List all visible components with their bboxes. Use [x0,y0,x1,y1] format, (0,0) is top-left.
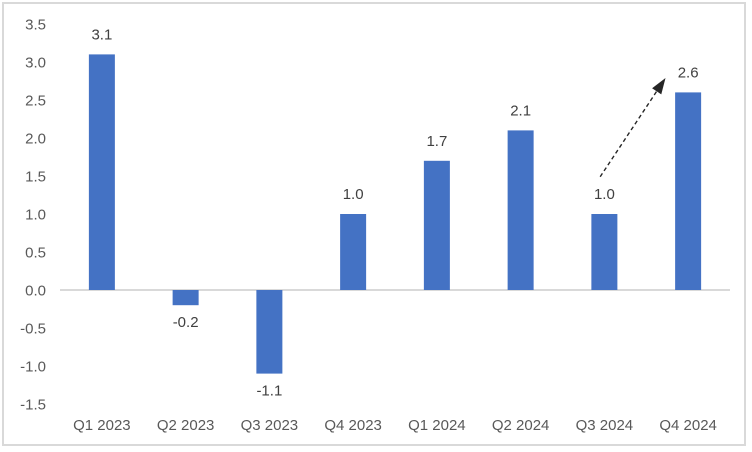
bar [256,290,283,374]
y-axis-tick-label: 2.0 [25,131,46,148]
bar [675,92,702,291]
x-axis-category-label: Q4 2023 [324,417,382,434]
data-label: 1.7 [426,133,447,150]
x-axis-category-label: Q1 2023 [73,417,131,434]
annotation-arrowhead-icon [652,77,666,95]
x-axis-category-label: Q2 2024 [492,417,550,434]
bar [172,290,199,306]
bar [340,214,367,290]
x-axis-category-label: Q1 2024 [408,417,466,434]
data-label: 3.1 [91,26,112,43]
y-axis-tick-label: -1.5 [20,397,46,414]
data-label: 2.1 [510,102,531,119]
y-axis-tick-label: 1.5 [25,169,46,186]
bar [507,130,534,290]
annotation-dashed-line [599,90,658,178]
x-axis-category-label: Q4 2024 [659,417,717,434]
y-axis-tick-label: 1.0 [25,207,46,224]
x-axis-category-label: Q2 2023 [157,417,215,434]
data-label: 1.0 [594,186,615,203]
data-label: -1.1 [256,383,282,400]
x-axis-category-label: Q3 2023 [241,417,299,434]
x-axis-category-label: Q3 2024 [576,417,634,434]
y-axis-tick-label: 0.5 [25,245,46,262]
data-label: 1.0 [343,186,364,203]
bar [423,160,450,290]
data-label: 2.6 [678,64,699,81]
y-axis-tick-label: -0.5 [20,321,46,338]
bar [591,214,618,290]
y-axis-tick-label: 3.5 [25,17,46,34]
data-label: -0.2 [173,314,199,331]
bar [88,54,115,291]
y-axis-tick-label: 3.0 [25,55,46,72]
y-axis-tick-label: -1.0 [20,359,46,376]
y-axis-tick-label: 2.5 [25,93,46,110]
y-axis-tick-label: 0.0 [25,283,46,300]
